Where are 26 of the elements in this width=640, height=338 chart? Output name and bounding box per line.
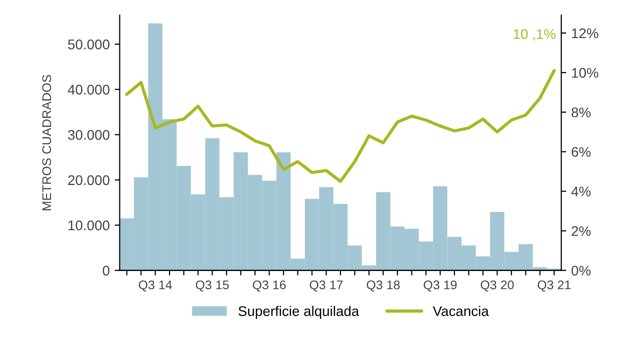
x-tick-label: Q3 18: [366, 280, 400, 292]
x-tick-label: Q3 20: [480, 280, 514, 292]
y2-tick-label: 12%: [572, 28, 598, 38]
y-tick-label: 20.000: [68, 175, 110, 186]
y-tick-label: 40.000: [68, 84, 110, 95]
y2-tick-label: 10%: [572, 68, 598, 78]
legend-label: Superficie alquilada: [238, 306, 360, 319]
x-tick-label: Q3 16: [252, 280, 286, 292]
y-tick-label: 30.000: [68, 130, 110, 140]
legend-label: Vacancia: [432, 306, 489, 316]
y2-tick-label: 2%: [572, 226, 591, 236]
x-tick-label: Q3 14: [138, 280, 172, 292]
x-tick-label: Q3 19: [424, 280, 457, 292]
y2-tick-label: 0%: [572, 266, 591, 276]
y-tick-label: 50.000: [68, 40, 110, 50]
y-tick-label: 10.000: [68, 220, 110, 230]
line-series: [125, 69, 556, 183]
y2-tick-label: 4%: [571, 186, 591, 196]
x-tick-label: Q3 15: [196, 280, 229, 292]
y2-tick-label: 6%: [572, 147, 591, 157]
x-tick-label: Q3 17: [310, 280, 343, 292]
y2-tick-label: 8%: [572, 107, 591, 118]
y-tick-label: 0: [102, 266, 110, 276]
y-axis-title: METROS CUADRADOS: [42, 74, 52, 210]
x-tick-label: Q3 21: [538, 280, 571, 292]
annotation: 10 ,1%: [514, 29, 556, 41]
